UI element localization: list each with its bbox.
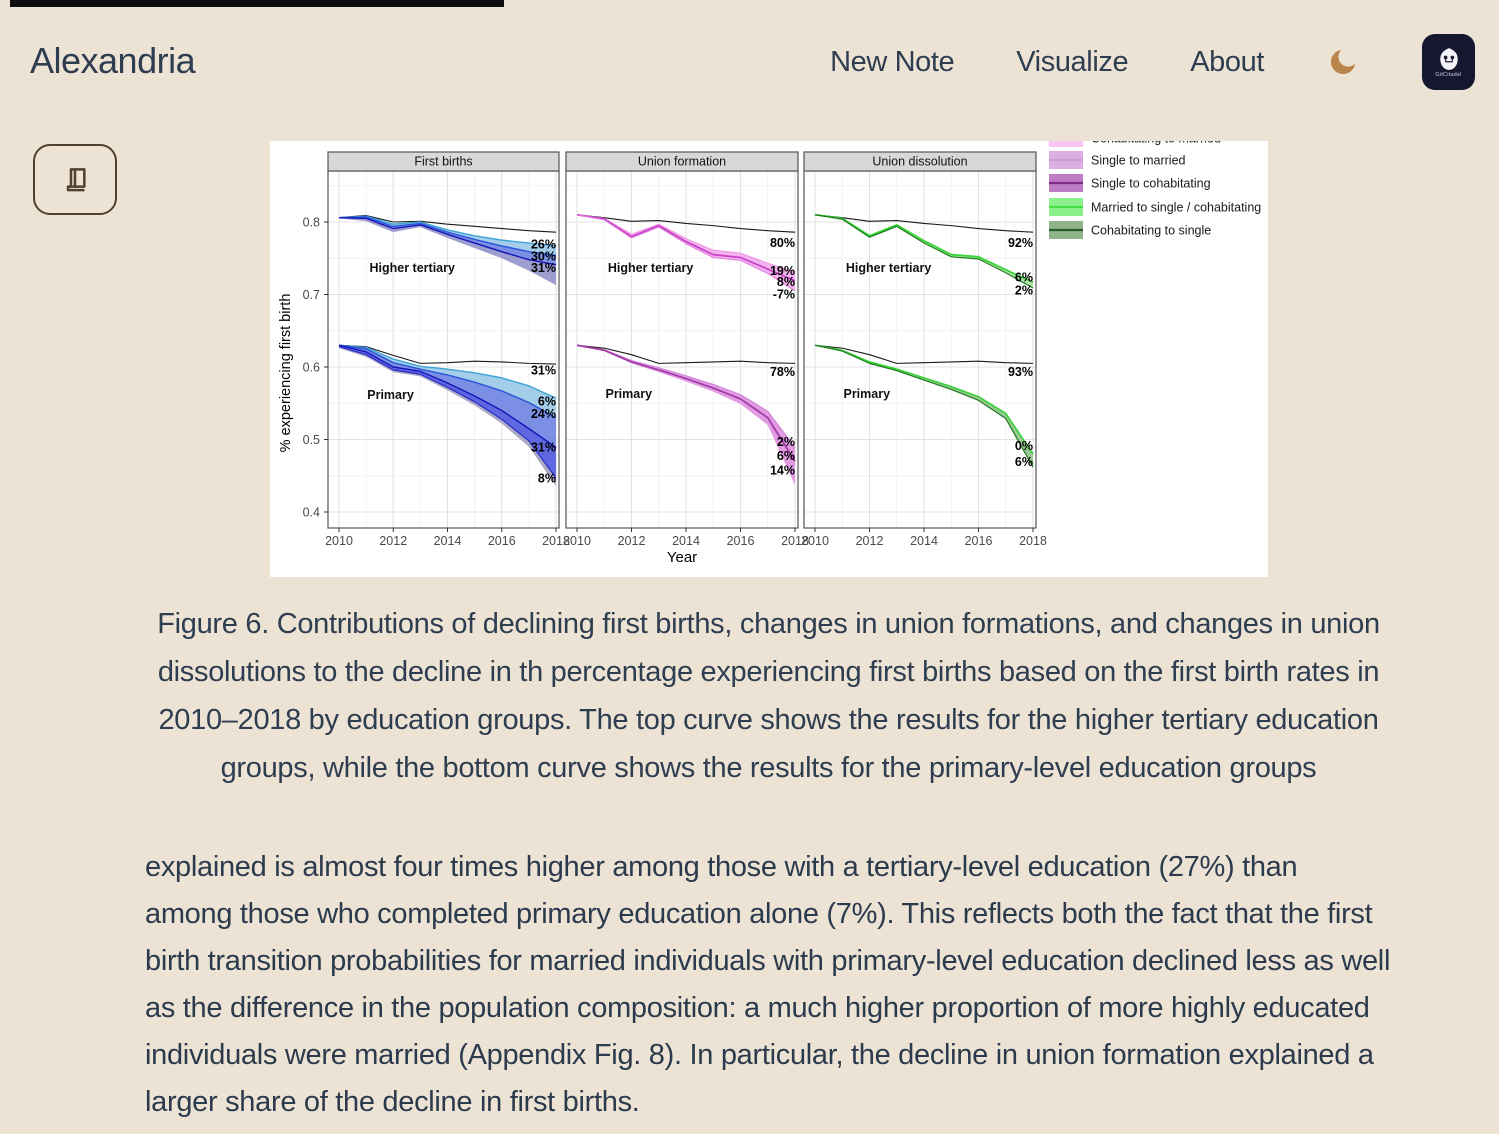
svg-text:0%: 0% bbox=[1014, 439, 1032, 453]
svg-text:% experiencing first birth: % experiencing first birth bbox=[278, 294, 294, 453]
gitcitadel-shield-icon bbox=[1438, 47, 1460, 71]
svg-text:Higher tertiary: Higher tertiary bbox=[845, 261, 930, 275]
svg-text:93%: 93% bbox=[1007, 365, 1032, 379]
svg-text:30%: 30% bbox=[530, 250, 555, 264]
svg-text:0.4: 0.4 bbox=[302, 506, 319, 520]
reader-mode-button[interactable] bbox=[33, 144, 117, 215]
svg-text:24%: 24% bbox=[530, 407, 555, 421]
svg-text:8%: 8% bbox=[776, 275, 794, 289]
main-nav: New Note Visualize About GitCitadel bbox=[830, 34, 1475, 90]
svg-text:78%: 78% bbox=[769, 365, 794, 379]
svg-text:2018: 2018 bbox=[1019, 534, 1047, 548]
svg-text:31%: 31% bbox=[530, 261, 555, 275]
theme-toggle-button[interactable] bbox=[1326, 45, 1360, 79]
svg-text:6%: 6% bbox=[1014, 271, 1032, 285]
svg-text:31%: 31% bbox=[530, 363, 555, 377]
svg-text:14%: 14% bbox=[769, 463, 794, 477]
svg-text:2010: 2010 bbox=[801, 534, 829, 548]
svg-text:First births: First births bbox=[414, 155, 472, 169]
svg-text:Year: Year bbox=[666, 549, 696, 566]
svg-text:0.5: 0.5 bbox=[302, 433, 319, 447]
svg-text:2018: 2018 bbox=[542, 534, 570, 548]
svg-text:-7%: -7% bbox=[772, 287, 794, 301]
svg-text:2010: 2010 bbox=[563, 534, 591, 548]
svg-text:6%: 6% bbox=[1014, 455, 1032, 469]
svg-text:Union dissolution: Union dissolution bbox=[872, 155, 967, 169]
svg-text:92%: 92% bbox=[1007, 236, 1032, 250]
svg-text:6%: 6% bbox=[537, 395, 555, 409]
svg-text:26%: 26% bbox=[530, 237, 555, 251]
svg-text:2%: 2% bbox=[1014, 284, 1032, 298]
top-loading-strip bbox=[10, 0, 504, 7]
svg-text:Married to single / cohabitati: Married to single / cohabitating bbox=[1091, 201, 1261, 215]
decomposition-chart: 26%30%31%Higher tertiary31%6%24%31%8%Pri… bbox=[269, 141, 1268, 577]
svg-text:Higher tertiary: Higher tertiary bbox=[607, 261, 692, 275]
svg-text:80%: 80% bbox=[769, 236, 794, 250]
article-paragraph: explained is almost four times higher am… bbox=[145, 851, 1391, 1118]
gitcitadel-logo[interactable]: GitCitadel bbox=[1422, 34, 1475, 90]
book-icon bbox=[59, 164, 91, 196]
svg-text:8%: 8% bbox=[537, 471, 555, 485]
svg-text:2016: 2016 bbox=[964, 534, 992, 548]
svg-text:2014: 2014 bbox=[910, 534, 938, 548]
brand-title[interactable]: Alexandria bbox=[30, 40, 196, 81]
svg-text:Higher tertiary: Higher tertiary bbox=[369, 261, 454, 275]
svg-text:2%: 2% bbox=[776, 435, 794, 449]
svg-text:2014: 2014 bbox=[433, 534, 461, 548]
figure-caption: Figure 6. Contributions of declining fir… bbox=[157, 608, 1380, 784]
svg-text:Union formation: Union formation bbox=[637, 155, 725, 169]
gitcitadel-logo-label: GitCitadel bbox=[1435, 71, 1462, 78]
svg-text:6%: 6% bbox=[776, 449, 794, 463]
svg-text:2016: 2016 bbox=[487, 534, 515, 548]
svg-text:0.7: 0.7 bbox=[302, 288, 319, 302]
nav-about[interactable]: About bbox=[1190, 45, 1264, 78]
svg-text:0.8: 0.8 bbox=[302, 216, 319, 230]
svg-text:Cohabitating to married: Cohabitating to married bbox=[1091, 141, 1221, 146]
svg-text:Single to cohabitating: Single to cohabitating bbox=[1091, 177, 1211, 191]
site-header: Alexandria New Note Visualize About GitC… bbox=[0, 0, 1499, 120]
svg-text:2014: 2014 bbox=[672, 534, 700, 548]
svg-text:2012: 2012 bbox=[379, 534, 407, 548]
svg-text:Single to married: Single to married bbox=[1091, 154, 1186, 168]
svg-text:Primary: Primary bbox=[367, 388, 414, 402]
svg-text:2010: 2010 bbox=[325, 534, 353, 548]
svg-text:2016: 2016 bbox=[726, 534, 754, 548]
svg-text:31%: 31% bbox=[530, 440, 555, 454]
svg-text:2012: 2012 bbox=[617, 534, 645, 548]
figure-image: 26% 30% 31% Higher tertiary 31% 6% 24% 31% 8% Pri… bbox=[269, 141, 1268, 577]
svg-text:0.6: 0.6 bbox=[302, 361, 319, 375]
moon-icon bbox=[1326, 45, 1360, 79]
svg-text:19%: 19% bbox=[769, 264, 794, 278]
svg-text:2018: 2018 bbox=[781, 534, 809, 548]
nav-new-note[interactable]: New Note bbox=[830, 45, 955, 78]
nav-visualize[interactable]: Visualize bbox=[1016, 45, 1129, 78]
svg-text:Primary: Primary bbox=[843, 387, 890, 401]
article-content: 26% 30% 31% Higher tertiary 31% 6% 24% 31% 8% Pri… bbox=[145, 141, 1392, 1126]
svg-text:Cohabitating to single: Cohabitating to single bbox=[1091, 224, 1211, 238]
svg-text:Primary: Primary bbox=[605, 387, 652, 401]
svg-text:2012: 2012 bbox=[855, 534, 883, 548]
figure-6: 26% 30% 31% Higher tertiary 31% 6% 24% 31% 8% Pri… bbox=[145, 141, 1392, 792]
